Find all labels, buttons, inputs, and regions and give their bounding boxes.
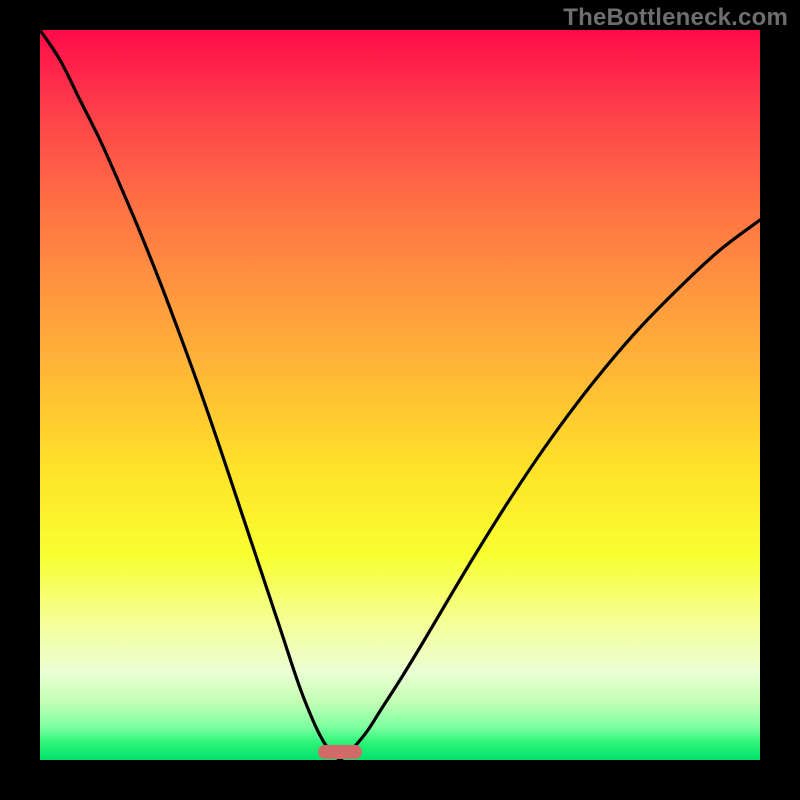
watermark-text: TheBottleneck.com [563,4,788,32]
chart-frame: TheBottleneck.com [0,0,800,800]
plot-area [40,30,760,760]
